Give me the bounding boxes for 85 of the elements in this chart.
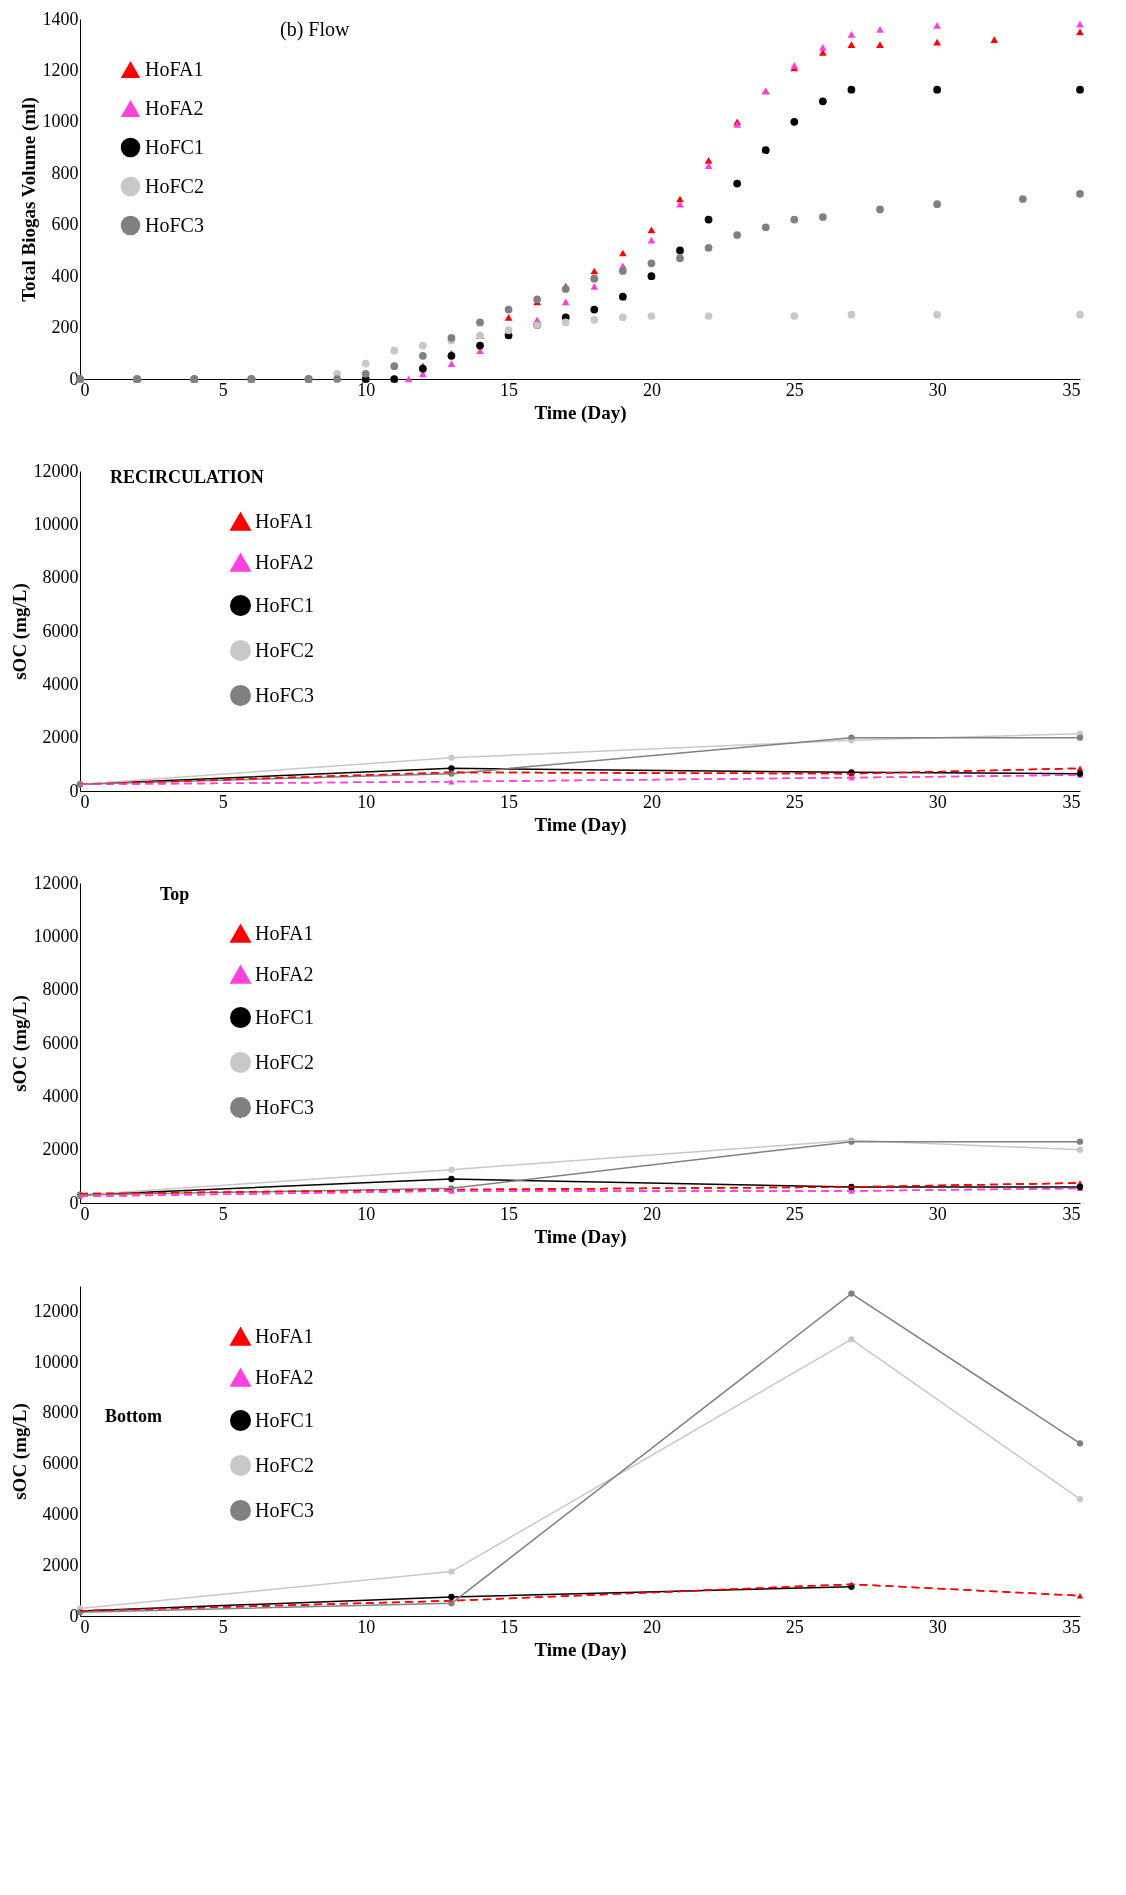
legend-label: HoFC1 bbox=[145, 135, 204, 158]
y-axis-title: sOC (mg/L) bbox=[8, 583, 31, 680]
legend-label: HoFA2 bbox=[145, 96, 204, 119]
x-tick-label: 35 bbox=[1062, 1203, 1081, 1224]
y-axis-title: sOC (mg/L) bbox=[8, 995, 31, 1092]
x-tick-label: 15 bbox=[500, 1203, 519, 1224]
x-tick-label: 15 bbox=[500, 1616, 519, 1637]
legend-label: HoFC2 bbox=[255, 1453, 314, 1476]
chart-title: RECIRCULATION bbox=[110, 467, 264, 487]
legend-label: HoFC1 bbox=[255, 593, 314, 616]
legend-label: HoFC3 bbox=[145, 213, 204, 236]
legend-label: HoFA2 bbox=[255, 962, 314, 985]
x-tick-label: 20 bbox=[642, 1203, 661, 1224]
y-tick-label: 8000 bbox=[42, 1402, 79, 1423]
y-tick-label: 4000 bbox=[42, 1503, 79, 1524]
x-axis-title: Time (Day) bbox=[534, 401, 627, 424]
legend-label: HoFA1 bbox=[255, 1324, 314, 1347]
y-axis-title: Total Biogas Volume (ml) bbox=[17, 97, 40, 302]
x-tick-label: 10 bbox=[357, 1616, 376, 1637]
y-tick-label: 8000 bbox=[42, 979, 79, 1000]
legend-label: HoFA1 bbox=[255, 509, 314, 532]
chart-title: Top bbox=[160, 884, 190, 904]
x-tick-label: 35 bbox=[1062, 379, 1081, 400]
y-tick-label: 12000 bbox=[33, 460, 79, 481]
x-tick-label: 25 bbox=[785, 1203, 804, 1224]
y-tick-label: 8000 bbox=[42, 567, 79, 588]
y-tick-label: 12000 bbox=[33, 872, 79, 893]
x-tick-label: 25 bbox=[785, 379, 804, 400]
x-tick-label: 15 bbox=[500, 791, 519, 812]
x-tick-label: 15 bbox=[500, 379, 519, 400]
x-tick-label: 5 bbox=[218, 1203, 228, 1224]
x-tick-label: 10 bbox=[357, 379, 376, 400]
legend-label: HoFC2 bbox=[255, 1050, 314, 1073]
y-tick-label: 400 bbox=[51, 265, 79, 286]
x-tick-label: 35 bbox=[1062, 1616, 1081, 1637]
x-tick-label: 10 bbox=[357, 791, 376, 812]
y-tick-label: 12000 bbox=[33, 1300, 79, 1321]
y-tick-label: 10000 bbox=[33, 925, 79, 946]
x-tick-label: 20 bbox=[642, 791, 661, 812]
y-tick-label: 6000 bbox=[42, 1453, 79, 1474]
x-tick-label: 20 bbox=[642, 379, 661, 400]
legend-label: HoFA1 bbox=[255, 921, 314, 944]
y-tick-label: 2000 bbox=[42, 1139, 79, 1160]
y-tick-label: 4000 bbox=[42, 1085, 79, 1106]
x-tick-label: 30 bbox=[928, 1616, 947, 1637]
y-tick-label: 1000 bbox=[42, 111, 79, 132]
y-tick-label: 10000 bbox=[33, 513, 79, 534]
legend-label: HoFC3 bbox=[255, 1095, 314, 1118]
y-tick-label: 800 bbox=[51, 162, 79, 183]
x-axis-title: Time (Day) bbox=[534, 813, 627, 836]
legend-label: HoFC3 bbox=[255, 1498, 314, 1521]
x-tick-label: 30 bbox=[928, 379, 947, 400]
legend-label: HoFA2 bbox=[255, 550, 314, 573]
text: Bottom bbox=[105, 1406, 162, 1426]
legend-label: HoFC2 bbox=[255, 638, 314, 661]
legend-label: HoFC1 bbox=[255, 1408, 314, 1431]
x-tick-label: 25 bbox=[785, 1616, 804, 1637]
legend-label: HoFC3 bbox=[255, 683, 314, 706]
x-tick-label: 5 bbox=[218, 1616, 228, 1637]
y-tick-label: 2000 bbox=[42, 1554, 79, 1575]
legend-label: HoFC2 bbox=[145, 174, 204, 197]
y-tick-label: 10000 bbox=[33, 1351, 79, 1372]
legend-label: HoFC1 bbox=[255, 1005, 314, 1028]
y-tick-label: 2000 bbox=[42, 727, 79, 748]
x-tick-label: 30 bbox=[928, 1203, 947, 1224]
y-tick-label: 6000 bbox=[42, 620, 79, 641]
y-tick-label: 200 bbox=[51, 317, 79, 338]
legend-label: HoFA2 bbox=[255, 1365, 314, 1388]
y-tick-label: 1400 bbox=[42, 8, 79, 29]
chart-title: (b) Flow bbox=[280, 18, 350, 41]
x-tick-label: 25 bbox=[785, 791, 804, 812]
x-axis-title: Time (Day) bbox=[534, 1638, 627, 1661]
x-tick-label: 5 bbox=[218, 791, 228, 812]
x-tick-label: 30 bbox=[928, 791, 947, 812]
x-tick-label: 10 bbox=[357, 1203, 376, 1224]
legend-label: HoFA1 bbox=[145, 57, 204, 80]
y-tick-label: 600 bbox=[51, 214, 79, 235]
y-tick-label: 1200 bbox=[42, 59, 79, 80]
x-tick-label: 20 bbox=[642, 1616, 661, 1637]
y-tick-label: 6000 bbox=[42, 1032, 79, 1053]
y-axis-title: sOC (mg/L) bbox=[8, 1403, 31, 1500]
x-axis-title: Time (Day) bbox=[534, 1225, 627, 1248]
x-tick-label: 5 bbox=[218, 379, 228, 400]
y-tick-label: 4000 bbox=[42, 673, 79, 694]
x-tick-label: 35 bbox=[1062, 791, 1081, 812]
